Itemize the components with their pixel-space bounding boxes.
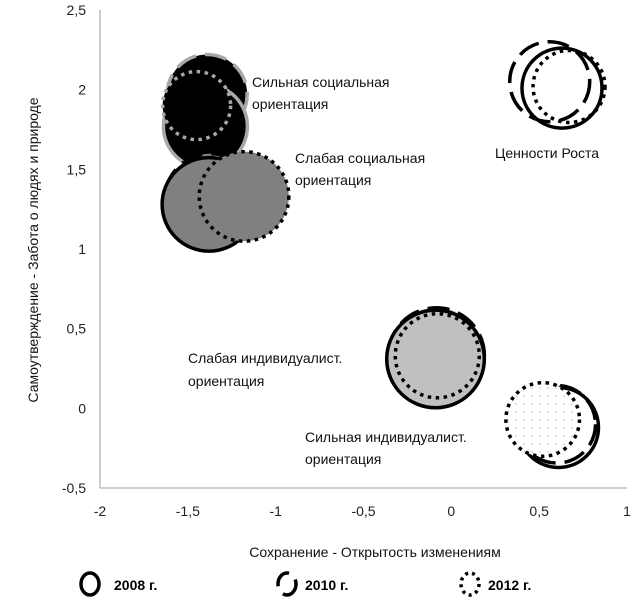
- y-tick-label: 0: [78, 400, 86, 416]
- legend-2008-label: 2008 г.: [114, 577, 157, 593]
- legend: 2008 г. 2010 г. 2012 г.: [79, 571, 531, 597]
- label-weak-social-2: ориентация: [295, 172, 371, 188]
- x-tick-label: 1: [623, 503, 631, 519]
- bubble-growth-2010: [507, 39, 592, 124]
- legend-2010-label: 2010 г.: [305, 577, 348, 593]
- label-strong-social-1: Сильная социальная: [252, 74, 390, 90]
- label-growth: Ценности Роста: [495, 145, 599, 161]
- bubble-strong-individualist-2010: [516, 383, 598, 465]
- label-strong-individualist-1: Сильная индивидуалист.: [305, 429, 467, 445]
- x-tick-label: 0,5: [529, 503, 549, 519]
- label-weak-individualist-2: ориентация: [188, 373, 264, 389]
- y-tick-label: 2,5: [67, 2, 87, 18]
- label-weak-individualist-1: Слабая индивидуалист.: [188, 350, 342, 366]
- bubble-growth-2012: [531, 48, 607, 125]
- x-tick-label: -1: [269, 503, 282, 519]
- y-tick-labels: -0,5 0 0,5 1 1,5 2 2,5: [62, 2, 86, 496]
- y-tick-label: 2: [78, 82, 86, 98]
- label-strong-social-2: ориентация: [252, 96, 328, 112]
- x-axis-title: Сохранение - Открытость изменениям: [249, 544, 500, 560]
- x-tick-label: 0: [447, 503, 455, 519]
- legend-2012-icon: [459, 571, 481, 597]
- x-tick-label: -2: [94, 503, 107, 519]
- y-tick-label: -0,5: [62, 480, 86, 496]
- legend-2008-icon: [79, 571, 101, 597]
- y-tick-label: 1,5: [67, 161, 87, 177]
- bubble-strong-social-2012: [160, 69, 233, 142]
- label-strong-individualist-2: ориентация: [305, 451, 381, 467]
- bubble-strong-individualist-2012: [504, 380, 582, 459]
- x-tick-labels: -2 -1,5 -1 -0,5 0 0,5 1: [94, 503, 631, 519]
- y-axis-title: Самоутверждение - Забота о людях и приро…: [25, 97, 41, 402]
- label-weak-social-1: Слабая социальная: [295, 150, 425, 166]
- x-tick-label: -1,5: [176, 503, 200, 519]
- bubble-weak-social-2012: [197, 149, 291, 243]
- legend-2012-label: 2012 г.: [488, 577, 531, 593]
- bubble-growth-2008: [520, 46, 604, 130]
- x-tick-label: -0,5: [351, 503, 375, 519]
- bubble-weak-individualist-2012: [393, 312, 482, 400]
- legend-2010-icon: [276, 571, 298, 597]
- y-tick-label: 0,5: [67, 321, 87, 337]
- bubbles-layer: [160, 39, 607, 470]
- y-tick-label: 1: [78, 241, 86, 257]
